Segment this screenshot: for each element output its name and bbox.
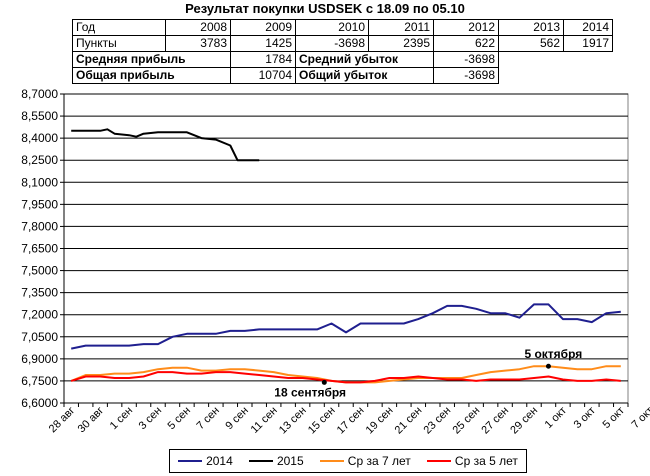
x-tick-label: 7 окт [629,405,650,431]
series-line-2014 [70,303,621,350]
x-tick-label: 15 сен [306,405,338,437]
total-profit-label: Общая прибыль [72,67,231,84]
x-tick-label: 27 сен [479,405,511,437]
legend-swatch-2015 [248,460,273,462]
points-row: Пункты 3783 1425 -3698 2395 622 562 1917 [72,35,613,52]
annotation-marker [545,363,551,369]
avg-loss-value: -3698 [433,51,499,68]
y-tick-label: 8,5500 [21,109,58,123]
legend-label-avg7: Ср за 7 лет [347,454,411,468]
x-tick-label: 17 сен [335,405,367,437]
total-loss-value: -3698 [433,67,499,84]
legend-item-avg7: Ср за 7 лет [319,454,411,468]
series-line-2015 [71,128,260,162]
x-tick-label: 25 сен [450,405,482,437]
year-cell: 2014 [563,19,613,36]
year-cell: 2008 [165,19,231,36]
annotation-marker [321,379,327,385]
x-tick-label: 3 сен [137,405,164,432]
x-tick-label: 5 сен [166,405,193,432]
points-cell: 562 [498,35,564,52]
y-tick-label: 8,7000 [21,87,58,101]
stats-table: Год 2008 2009 2010 2011 2012 2013 2014 П… [72,19,613,84]
y-tick-label: 7,9500 [21,197,58,211]
y-tick-label: 6,7500 [21,374,58,388]
year-row: Год 2008 2009 2010 2011 2012 2013 2014 [72,19,613,36]
series-line-Ср-за-5-лет [70,371,621,384]
x-tick-label: 9 сен [223,405,250,432]
x-tick-label: 29 сен [508,405,540,437]
x-tick-label: 11 сен [249,405,280,436]
page-title: Результат покупки USDSEK с 18.09 по 05.1… [185,1,465,16]
legend-swatch-avg5 [426,460,451,462]
x-tick-label: 3 окт [572,405,598,431]
y-tick-label: 6,9000 [21,352,58,366]
y-tick-label: 7,2000 [21,308,58,322]
x-tick-label: 1 сен [108,405,135,432]
legend: 2014 2015 Ср за 7 лет Ср за 5 лет [169,449,527,473]
y-tick-label: 8,1000 [21,175,58,189]
total-loss-label: Общий убыток [295,67,434,84]
y-tick-label: 7,3500 [21,286,58,300]
x-tick-label: 13 сен [277,405,309,437]
total-row: Общая прибыль 10704 Общий убыток -3698 [72,67,613,84]
legend-item-2014: 2014 [178,454,233,468]
points-cell: 1917 [563,35,613,52]
avg-row: Средняя прибыль 1784 Средний убыток -369… [72,51,613,68]
year-cell: 2012 [433,19,499,36]
y-tick-label: 7,8000 [21,219,58,233]
y-tick-label: 8,4000 [21,131,58,145]
x-tick-label: 19 сен [364,405,396,437]
legend-item-avg5: Ср за 5 лет [426,454,518,468]
x-tick-label: 30 авг [76,405,107,436]
x-tick-label: 7 сен [194,405,221,432]
legend-label-2014: 2014 [206,454,233,468]
y-tick-label: 6,6000 [21,396,58,410]
y-tick-label: 7,6500 [21,242,58,256]
x-tick-label: 5 окт [601,405,627,431]
points-label: Пункты [72,35,166,52]
legend-label-2015: 2015 [276,454,304,468]
y-tick-label: 8,2500 [21,153,58,167]
x-tick-label: 21 сен [393,405,425,437]
legend-swatch-avg7 [319,460,344,462]
legend-swatch-2014 [178,460,203,462]
x-tick-label: 23 сен [422,405,454,437]
legend-item-2015: 2015 [248,454,304,468]
y-tick-label: 7,0500 [21,330,58,344]
annotation-label: 5 октября [524,347,582,361]
annotation-label: 18 сентября [274,385,346,399]
legend-label-avg5: Ср за 5 лет [454,454,518,468]
x-tick-label: 1 окт [543,405,569,431]
total-profit-value: 10704 [230,67,296,84]
y-tick-label: 7,5000 [21,264,58,278]
